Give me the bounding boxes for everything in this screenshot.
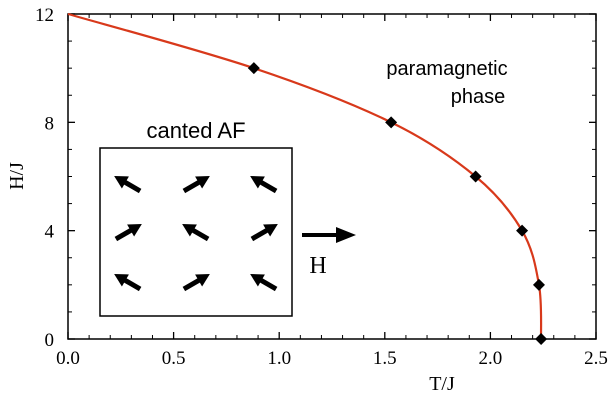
- paramagnetic-label-line2: phase: [451, 86, 506, 108]
- y-tick-label: 4: [45, 222, 55, 243]
- axis-ticks: [67, 13, 597, 340]
- x-axis-label: T/J: [429, 373, 455, 393]
- spin-arrow-icon: [182, 176, 210, 194]
- data-point-diamond: [535, 333, 548, 345]
- y-tick-label: 8: [45, 113, 55, 134]
- data-point-diamond: [532, 278, 545, 291]
- data-point-diamond: [469, 170, 482, 183]
- data-point-diamond: [516, 224, 529, 237]
- data-markers: [247, 62, 548, 345]
- y-axis-label: H/J: [6, 162, 28, 190]
- y-tick-label: 12: [35, 5, 54, 26]
- spin-arrow-icon: [250, 274, 278, 292]
- x-tick-label: 1.5: [373, 348, 397, 369]
- paramagnetic-label-line1: paramagnetic: [386, 58, 507, 80]
- x-tick-label: 0.0: [56, 348, 80, 369]
- spin-arrows-group: [114, 176, 278, 292]
- axis-tick-labels: 0.0 0.5 1.0 1.5 2.0 2.5 0 4 8 12: [35, 5, 608, 369]
- spin-arrow-icon: [182, 224, 210, 242]
- data-point-diamond: [247, 62, 260, 75]
- canted-af-label: canted AF: [146, 118, 245, 143]
- x-tick-label: 2.0: [479, 348, 503, 369]
- x-tick-label: 2.5: [584, 348, 608, 369]
- y-tick-label: 0: [45, 330, 55, 351]
- spin-arrow-icon: [250, 224, 278, 242]
- spin-arrow-icon: [182, 274, 210, 292]
- spin-arrow-icon: [114, 274, 142, 292]
- spin-arrow-icon: [114, 224, 142, 242]
- data-point-diamond: [385, 116, 398, 129]
- field-label: H: [309, 253, 326, 279]
- x-tick-label: 1.0: [267, 348, 291, 369]
- spin-arrow-icon: [114, 176, 142, 194]
- x-tick-label: 0.5: [162, 348, 186, 369]
- phase-boundary-curve: [67, 12, 543, 340]
- spin-arrow-icon: [250, 176, 278, 194]
- field-arrow-icon: [302, 227, 356, 243]
